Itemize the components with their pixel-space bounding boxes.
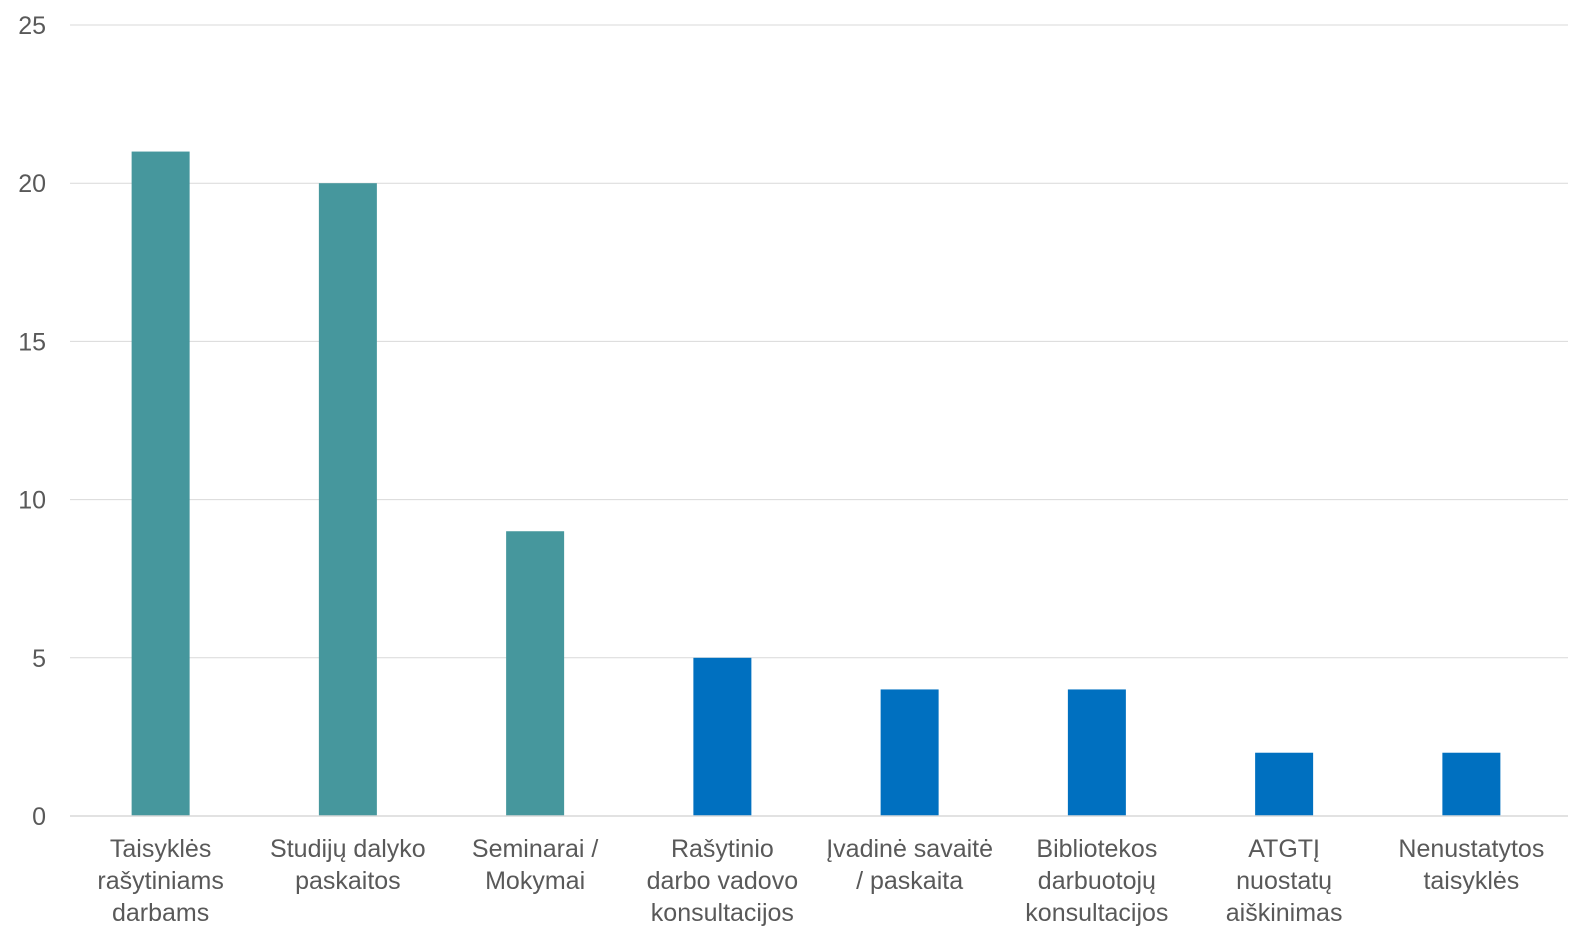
- x-tick-label-line: / paskaita: [856, 867, 963, 895]
- x-tick-label: Studijų dalyko paskaitos: [270, 835, 426, 895]
- x-tick-label-line: konsultacijos: [651, 899, 794, 927]
- x-tick-label-line: Rašytinio: [671, 835, 774, 863]
- x-tick-label-line: Bibliotekos: [1036, 835, 1157, 863]
- y-tick-label: 10: [18, 487, 46, 515]
- x-tick-label: Įvadinė savaitė / paskaita: [826, 835, 993, 895]
- x-tick-label-line: Įvadinė savaitė: [826, 835, 993, 863]
- x-tick-label-line: Nenustatytos: [1398, 835, 1544, 863]
- bar: [1442, 752, 1501, 816]
- bar: [880, 689, 939, 816]
- x-tick-label-line: Studijų dalyko: [270, 835, 426, 863]
- bar: [131, 151, 190, 816]
- bar: [506, 531, 565, 816]
- bar: [1255, 752, 1314, 816]
- y-tick-label: 15: [18, 328, 46, 356]
- y-tick-labels: 0 5 10 15 20 25: [18, 12, 46, 831]
- x-tick-label: Nenustatytos taisyklės: [1398, 835, 1544, 895]
- x-tick-label-line: nuostatų: [1236, 867, 1332, 895]
- x-tick-label-line: ATGTĮ: [1248, 835, 1320, 863]
- x-tick-label-line: rašytiniams: [97, 867, 223, 895]
- y-tick-label: 0: [32, 803, 46, 831]
- bar: [1067, 689, 1126, 816]
- bar: [693, 657, 752, 816]
- x-tick-label-line: taisyklės: [1423, 867, 1519, 895]
- x-tick-label-line: darbams: [112, 899, 209, 927]
- x-tick-label-line: aiškinimas: [1226, 899, 1343, 927]
- bars: [131, 151, 1501, 816]
- x-tick-label-line: Seminarai /: [472, 835, 598, 863]
- x-tick-label-line: konsultacijos: [1025, 899, 1168, 927]
- y-tick-label: 5: [32, 645, 46, 673]
- x-tick-label-line: darbo vadovo: [647, 867, 799, 895]
- y-tick-label: 25: [18, 12, 46, 40]
- x-tick-label-line: Mokymai: [485, 867, 585, 895]
- x-tick-label-line: Taisyklės: [110, 835, 211, 863]
- x-tick-label: ATGTĮ nuostatų aiškinimas: [1226, 835, 1343, 927]
- gridlines: [70, 24, 1568, 659]
- x-tick-labels: Taisyklės rašytiniams darbams Studijų dalyk…: [97, 835, 1544, 927]
- x-tick-label: Seminarai / Mokymai: [472, 835, 598, 895]
- x-tick-label-line: darbuotojų: [1038, 867, 1156, 895]
- x-tick-label: Bibliotekos darbuotojų konsultacijos: [1025, 835, 1168, 927]
- y-tick-label: 20: [18, 170, 46, 198]
- x-tick-label: Rašytinio darbo vadovo konsultacijos: [647, 835, 799, 927]
- x-tick-label: Taisyklės rašytiniams darbams: [97, 835, 223, 927]
- bar: [318, 183, 377, 816]
- x-tick-label-line: paskaitos: [295, 867, 401, 895]
